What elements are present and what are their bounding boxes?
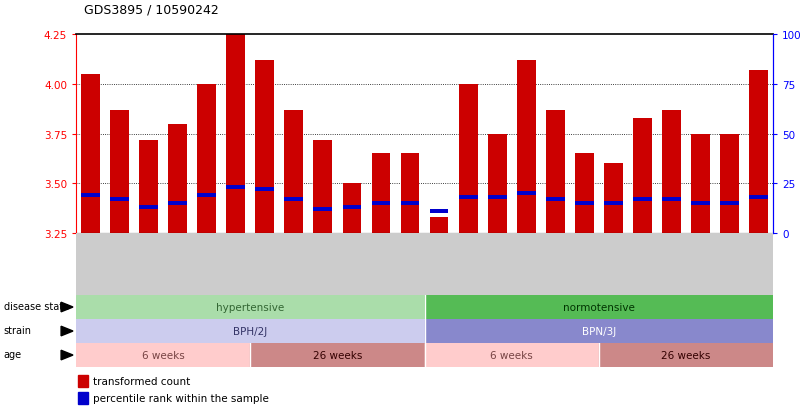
Bar: [545, 110, 565, 233]
Text: 6 weeks: 6 weeks: [490, 350, 533, 360]
Bar: [720, 134, 739, 233]
Bar: [691, 202, 710, 206]
Text: transformed count: transformed count: [93, 376, 190, 386]
Bar: [604, 202, 622, 206]
Text: strain: strain: [4, 325, 32, 335]
Bar: [168, 202, 187, 206]
Bar: [284, 110, 304, 233]
Text: 6 weeks: 6 weeks: [142, 350, 184, 360]
Bar: [400, 154, 420, 233]
Bar: [425, 319, 773, 343]
Bar: [633, 197, 652, 202]
Bar: [429, 209, 449, 214]
Bar: [78, 392, 88, 404]
Bar: [488, 134, 506, 233]
Bar: [488, 195, 506, 200]
Bar: [575, 154, 594, 233]
Bar: [81, 75, 100, 233]
Bar: [691, 134, 710, 233]
Bar: [343, 184, 361, 233]
Polygon shape: [61, 350, 73, 360]
Bar: [139, 205, 158, 210]
Bar: [250, 343, 425, 367]
Bar: [545, 197, 565, 202]
Bar: [459, 85, 477, 233]
Bar: [599, 343, 773, 367]
Bar: [575, 202, 594, 206]
Text: 26 weeks: 26 weeks: [661, 350, 710, 360]
Bar: [139, 140, 158, 233]
Text: BPH/2J: BPH/2J: [233, 326, 268, 336]
Bar: [604, 164, 622, 233]
Bar: [111, 197, 129, 202]
Bar: [372, 154, 390, 233]
Text: percentile rank within the sample: percentile rank within the sample: [93, 393, 268, 403]
Bar: [313, 207, 332, 212]
Bar: [749, 71, 768, 233]
Polygon shape: [61, 326, 73, 336]
Bar: [343, 205, 361, 210]
Bar: [372, 202, 390, 206]
Bar: [517, 192, 536, 196]
Bar: [227, 35, 245, 233]
Bar: [81, 194, 100, 198]
Bar: [517, 61, 536, 233]
Bar: [749, 195, 768, 200]
Bar: [76, 319, 425, 343]
Text: disease state: disease state: [4, 301, 69, 311]
Bar: [197, 194, 216, 198]
Bar: [662, 197, 681, 202]
Bar: [662, 110, 681, 233]
Text: GDS3895 / 10590242: GDS3895 / 10590242: [84, 4, 219, 17]
Bar: [400, 202, 420, 206]
Bar: [633, 119, 652, 233]
Bar: [76, 343, 250, 367]
Bar: [197, 85, 216, 233]
Bar: [429, 218, 449, 233]
Text: age: age: [4, 349, 22, 359]
Text: 26 weeks: 26 weeks: [312, 350, 362, 360]
Bar: [284, 197, 304, 202]
Polygon shape: [61, 302, 73, 312]
Bar: [425, 295, 773, 319]
Bar: [425, 343, 598, 367]
Bar: [227, 185, 245, 190]
Text: hypertensive: hypertensive: [216, 302, 284, 312]
Bar: [313, 140, 332, 233]
Bar: [168, 124, 187, 233]
Bar: [111, 110, 129, 233]
Text: BPN/3J: BPN/3J: [582, 326, 616, 336]
Bar: [256, 61, 274, 233]
Bar: [76, 295, 425, 319]
Text: normotensive: normotensive: [563, 302, 634, 312]
Bar: [256, 188, 274, 192]
Bar: [459, 195, 477, 200]
Bar: [78, 375, 88, 387]
Bar: [720, 202, 739, 206]
